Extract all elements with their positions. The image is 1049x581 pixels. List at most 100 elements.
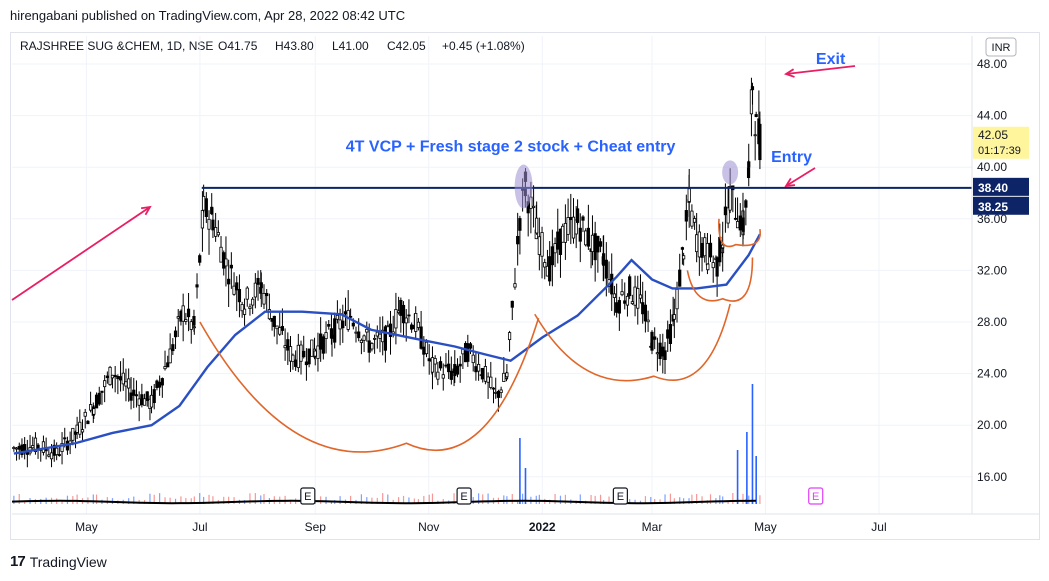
volume-bar <box>289 499 292 504</box>
candle-body <box>494 391 498 394</box>
candle-body <box>71 427 75 441</box>
volume-bar <box>732 493 734 504</box>
volume-bars <box>11 384 761 505</box>
candle-body <box>750 86 755 91</box>
currency-button[interactable]: INR <box>985 37 1017 57</box>
candle-body <box>134 394 139 397</box>
price-axis[interactable]: 48.00 44.00 40.00 36.00 32.00 28.00 24.00 20.00… <box>971 36 1007 514</box>
volume-bar <box>387 494 389 504</box>
candle-body <box>513 283 517 288</box>
candle-body <box>612 293 617 298</box>
chart-frame[interactable] <box>10 32 1040 540</box>
candle-body <box>367 340 371 353</box>
ohlc-value: H43.80 <box>275 39 314 53</box>
candle-body <box>641 302 645 315</box>
candle-body <box>481 368 485 380</box>
volume-bar <box>559 495 562 504</box>
candle-body <box>116 376 120 380</box>
volume-bar <box>128 498 130 504</box>
candle-body <box>186 308 191 318</box>
candle-body <box>302 350 306 358</box>
candle-body <box>586 227 590 247</box>
candle-body <box>753 134 757 137</box>
volume-bar <box>522 493 524 504</box>
candle-body <box>166 362 170 368</box>
candle-body <box>288 346 293 362</box>
candle-body <box>202 195 206 211</box>
x-tick-label: 2022 <box>529 520 556 534</box>
exit-arrow <box>785 65 856 75</box>
cup-curve <box>686 257 754 302</box>
ohlc-summary: O41.75 H43.80 L41.00 C42.05 +0.45 (+1.08%) <box>218 39 525 53</box>
candle-body <box>248 306 252 309</box>
candle-body <box>181 305 185 322</box>
candle-body <box>444 364 448 367</box>
candle-body <box>145 391 149 401</box>
candle-body <box>535 217 539 234</box>
candle-body <box>489 376 493 388</box>
volume-bar <box>590 494 592 504</box>
candle-body <box>192 326 196 329</box>
candle-body <box>359 339 363 343</box>
candle-body <box>349 315 353 318</box>
candle-body <box>163 366 167 370</box>
moving-average-line <box>13 233 761 455</box>
candle-body <box>505 372 509 378</box>
candle-body <box>615 302 619 313</box>
candle-body <box>575 208 580 223</box>
candle-body <box>658 342 662 360</box>
annotation-text: Entry <box>771 149 812 166</box>
volume-bar <box>709 494 712 504</box>
candle-body <box>149 394 154 408</box>
candle-body <box>57 454 61 456</box>
candle-body <box>189 321 193 330</box>
candle-body <box>741 217 745 232</box>
trend-arrow-head <box>140 205 152 216</box>
candle-body <box>424 341 429 355</box>
volume-bar <box>263 494 265 504</box>
candle-body <box>195 284 199 288</box>
candle-body <box>537 236 541 255</box>
candle-body <box>280 326 285 331</box>
exit-arrow-head <box>783 68 795 78</box>
volume-bar <box>149 493 151 504</box>
candle-body <box>540 232 544 257</box>
candle-body <box>110 374 115 379</box>
candle-body <box>638 294 643 299</box>
candle-body <box>155 380 159 389</box>
time-axis[interactable]: May Jul Sep Nov 2022 Mar May Jul <box>12 513 1040 534</box>
volume-bar <box>664 494 666 504</box>
candle-body <box>265 292 269 297</box>
candle-body <box>510 300 514 308</box>
candle-body <box>31 445 35 449</box>
candle-body <box>410 324 414 330</box>
candle-body <box>723 206 727 216</box>
y-tick-label: 28.00 <box>977 315 1007 329</box>
candle-body <box>563 223 567 243</box>
candle-body <box>643 304 647 322</box>
x-tick-label: Jul <box>192 520 207 534</box>
candle-body <box>728 185 732 211</box>
volume-bar <box>95 494 98 504</box>
volume-bar <box>759 495 761 504</box>
earnings-marker-label: E <box>460 491 467 503</box>
candle-body <box>242 308 247 315</box>
volume-bar <box>538 494 540 504</box>
candle-body <box>684 210 688 222</box>
earnings-marker-label: E <box>304 491 311 503</box>
candle-body <box>518 218 522 231</box>
footer-brand: TradingView <box>29 553 107 570</box>
volume-bar <box>199 493 201 504</box>
volume-bar <box>417 499 420 504</box>
candle-body <box>121 372 125 385</box>
last-price-box <box>973 126 1029 159</box>
ohlc-value: O41.75 <box>218 39 258 53</box>
x-tick-label: May <box>754 520 777 534</box>
volume-bar <box>13 495 15 504</box>
volume-bar <box>233 497 235 504</box>
volume-bar <box>408 497 410 504</box>
candle-body <box>471 354 475 364</box>
volume-ma-line <box>11 499 757 505</box>
